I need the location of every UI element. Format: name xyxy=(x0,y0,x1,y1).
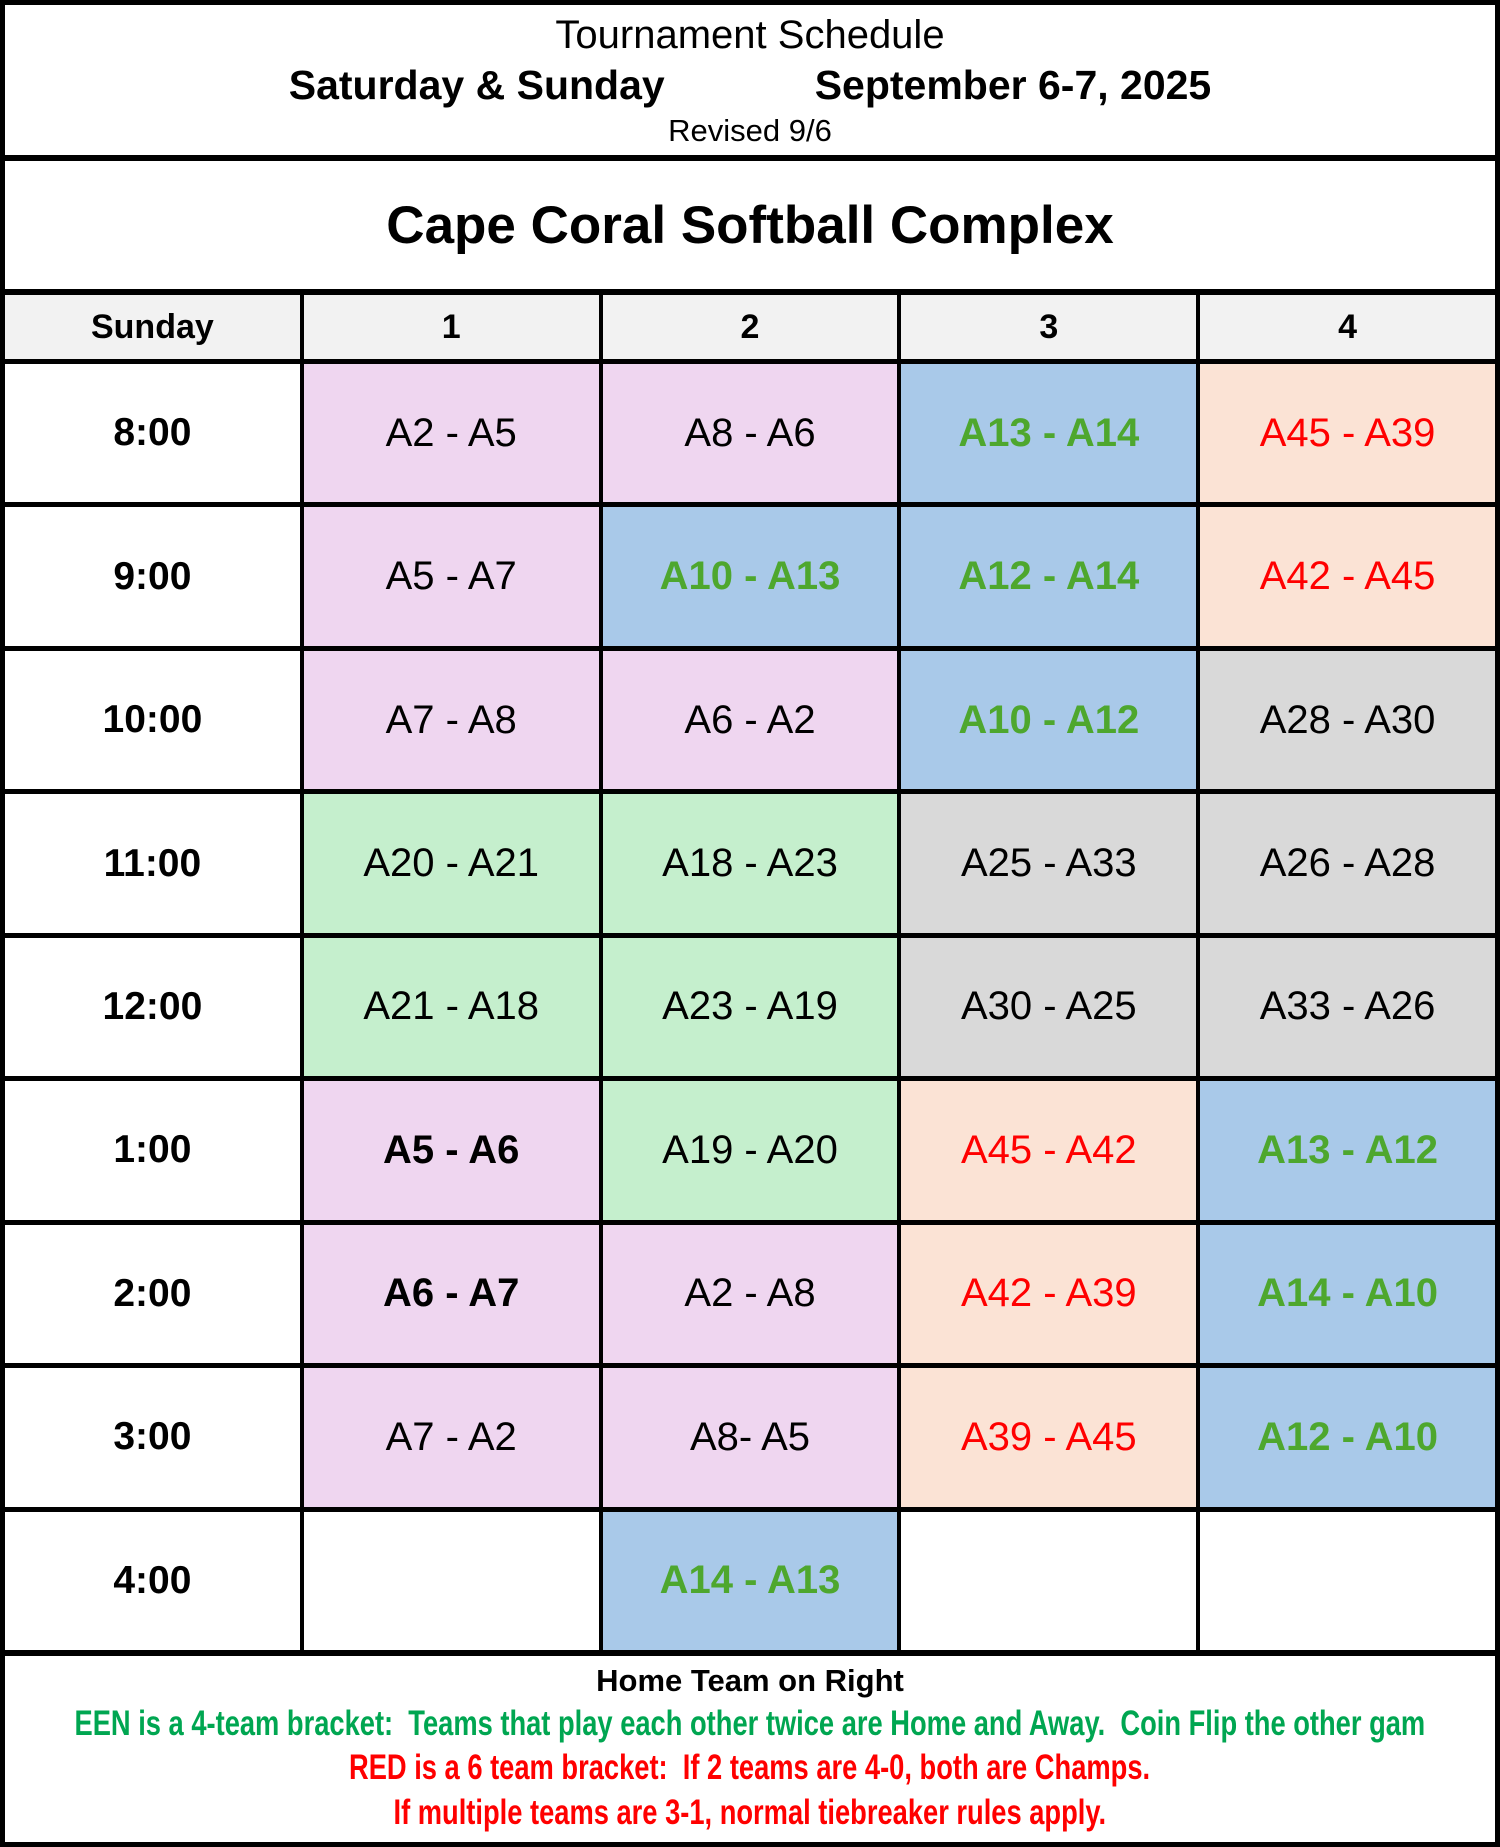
game-cell: A19 - A20 xyxy=(602,1081,898,1220)
game-cell: A8 - A6 xyxy=(602,364,898,503)
time-cell: 4:00 xyxy=(5,1511,300,1650)
red-bracket-note-line-1: RED is a 6 team bracket: If 2 teams are … xyxy=(5,1748,1495,1788)
game-cell: A8- A5 xyxy=(602,1368,898,1507)
venue-title: Cape Coral Softball Complex xyxy=(386,195,1114,255)
game-cell: A14 - A10 xyxy=(1200,1224,1495,1364)
game-cell: A30 - A25 xyxy=(901,937,1197,1077)
game-cell: A28 - A30 xyxy=(1200,650,1495,790)
game-cell: A23 - A19 xyxy=(602,937,898,1077)
game-cell: A42 - A45 xyxy=(1200,507,1495,646)
game-cell: A25 - A33 xyxy=(901,794,1197,933)
title-block: Tournament Schedule Saturday & Sunday Se… xyxy=(5,5,1495,155)
game-cell xyxy=(901,1511,1197,1650)
home-team-note: Home Team on Right xyxy=(596,1663,904,1699)
game-cell: A7 - A8 xyxy=(303,650,599,790)
time-cell: 8:00 xyxy=(5,364,300,503)
game-cell: A45 - A42 xyxy=(901,1081,1197,1220)
game-cell: A5 - A7 xyxy=(303,507,599,646)
game-cell: A18 - A23 xyxy=(602,794,898,933)
red-bracket-note-2: If multiple teams are 3-1, normal tiebre… xyxy=(393,1792,1107,1832)
game-cell: A10 - A13 xyxy=(602,507,898,646)
game-cell: A26 - A28 xyxy=(1200,794,1495,933)
dates-label: September 6-7, 2025 xyxy=(814,62,1212,108)
green-bracket-note: EEN is a 4-team bracket: Teams that play… xyxy=(74,1703,1426,1743)
schedule-grid: Sunday 1 2 3 4 8:00 A2 - A5 A8 - A6 A13 - A14 A45… xyxy=(5,289,1495,1656)
game-cell: A6 - A2 xyxy=(602,650,898,790)
time-cell: 3:00 xyxy=(5,1368,300,1507)
game-cell: A21 - A18 xyxy=(303,937,599,1077)
venue-block: Cape Coral Softball Complex xyxy=(5,155,1495,289)
game-cell: A20 - A21 xyxy=(303,794,599,933)
days-label: Saturday & Sunday xyxy=(288,62,665,108)
time-cell: 12:00 xyxy=(5,937,300,1077)
field-column-header: 2 xyxy=(602,295,898,359)
time-cell: 10:00 xyxy=(5,650,300,790)
game-cell: A5 - A6 xyxy=(303,1081,599,1220)
game-cell: A6 - A7 xyxy=(303,1224,599,1364)
game-cell: A13 - A12 xyxy=(1200,1081,1495,1220)
game-cell xyxy=(303,1511,599,1650)
field-column-header: 1 xyxy=(303,295,599,359)
game-cell: A7 - A2 xyxy=(303,1368,599,1507)
time-cell: 1:00 xyxy=(5,1081,300,1220)
green-bracket-note-line: EEN is a 4-team bracket: Teams that play… xyxy=(5,1704,1495,1744)
time-cell: 9:00 xyxy=(5,507,300,646)
revision-note: Revised 9/6 xyxy=(668,113,832,148)
day-column-header: Sunday xyxy=(5,295,300,359)
game-cell: A2 - A5 xyxy=(303,364,599,503)
game-cell xyxy=(1200,1511,1495,1650)
game-cell: A42 - A39 xyxy=(901,1224,1197,1364)
game-cell: A2 - A8 xyxy=(602,1224,898,1364)
field-column-header: 3 xyxy=(901,295,1197,359)
page-title: Tournament Schedule xyxy=(555,13,945,57)
red-bracket-note-1: RED is a 6 team bracket: If 2 teams are … xyxy=(349,1748,1151,1788)
game-cell: A10 - A12 xyxy=(901,650,1197,790)
game-cell: A14 - A13 xyxy=(602,1511,898,1650)
game-cell: A12 - A10 xyxy=(1200,1368,1495,1507)
game-cell: A33 - A26 xyxy=(1200,937,1495,1077)
time-cell: 11:00 xyxy=(5,794,300,933)
footer-notes: Home Team on Right EEN is a 4-team brack… xyxy=(5,1656,1495,1842)
game-cell: A12 - A14 xyxy=(901,507,1197,646)
time-cell: 2:00 xyxy=(5,1224,300,1364)
game-cell: A45 - A39 xyxy=(1200,364,1495,503)
red-bracket-note-line-2: If multiple teams are 3-1, normal tiebre… xyxy=(5,1793,1495,1833)
game-cell: A13 - A14 xyxy=(901,364,1197,503)
game-cell: A39 - A45 xyxy=(901,1368,1197,1507)
field-column-header: 4 xyxy=(1200,295,1495,359)
date-line: Saturday & Sunday September 6-7, 2025 xyxy=(289,62,1211,109)
